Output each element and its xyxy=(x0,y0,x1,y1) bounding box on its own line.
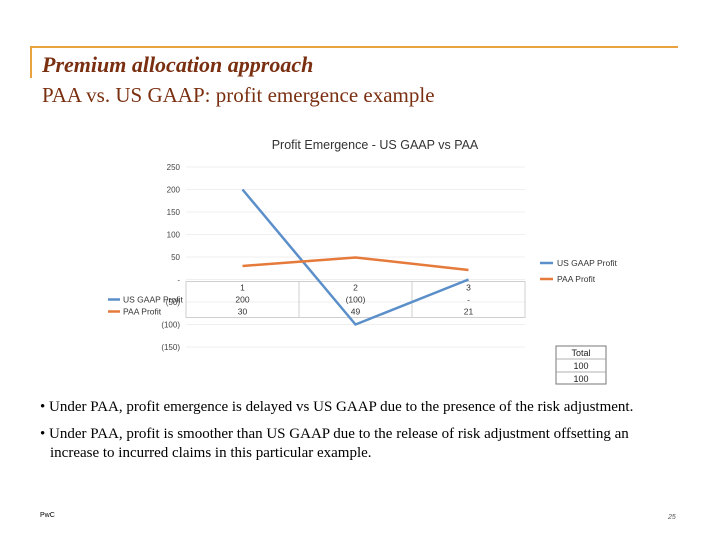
table-series-name: US GAAP Profit xyxy=(123,295,183,305)
legend-label: US GAAP Profit xyxy=(557,258,617,268)
y-tick-label: 200 xyxy=(167,186,181,195)
total-value: 100 xyxy=(573,361,588,371)
y-tick-label: (100) xyxy=(161,321,180,330)
y-tick-label: 50 xyxy=(171,253,180,262)
total-box xyxy=(555,345,607,385)
slide-title: Premium allocation approach xyxy=(42,52,314,77)
x-category-label: 2 xyxy=(353,283,358,293)
y-tick-label: 150 xyxy=(167,208,181,217)
data-value-label: - xyxy=(467,295,470,305)
y-tick-label: - xyxy=(177,276,180,285)
y-tick-label: 250 xyxy=(167,163,181,172)
x-category-label: 3 xyxy=(466,283,471,293)
header-rule-left xyxy=(30,46,32,78)
series-line xyxy=(242,256,469,272)
data-value-label: 30 xyxy=(238,307,248,317)
header-rule xyxy=(30,46,678,48)
x-category-label: 1 xyxy=(240,283,245,293)
data-value-label: 200 xyxy=(235,295,249,305)
y-tick-label: 100 xyxy=(167,231,181,240)
data-value-label: 49 xyxy=(351,307,361,317)
legend-label: PAA Profit xyxy=(557,274,596,284)
data-value-label: (100) xyxy=(346,295,366,305)
y-tick-label: (50) xyxy=(166,298,181,307)
bullet-item: • Under PAA, profit is smoother than US … xyxy=(40,426,629,461)
chart-title: Profit Emergence - US GAAP vs PAA xyxy=(272,138,479,152)
slide-subtitle: PAA vs. US GAAP: profit emergence exampl… xyxy=(42,83,435,107)
bullet-item: • Under PAA, profit emergence is delayed… xyxy=(40,399,634,415)
data-table-border xyxy=(185,281,526,318)
pwc-logo: PwC xyxy=(40,512,55,519)
data-value-label: 21 xyxy=(464,307,474,317)
bullet-list: • Under PAA, profit emergence is delayed… xyxy=(40,398,660,471)
table-series-name: PAA Profit xyxy=(123,307,162,317)
page-number: 25 xyxy=(668,514,676,521)
total-value: 100 xyxy=(573,374,588,384)
series-line xyxy=(241,188,469,326)
y-tick-label: (150) xyxy=(161,343,180,352)
total-header: Total xyxy=(571,348,590,358)
